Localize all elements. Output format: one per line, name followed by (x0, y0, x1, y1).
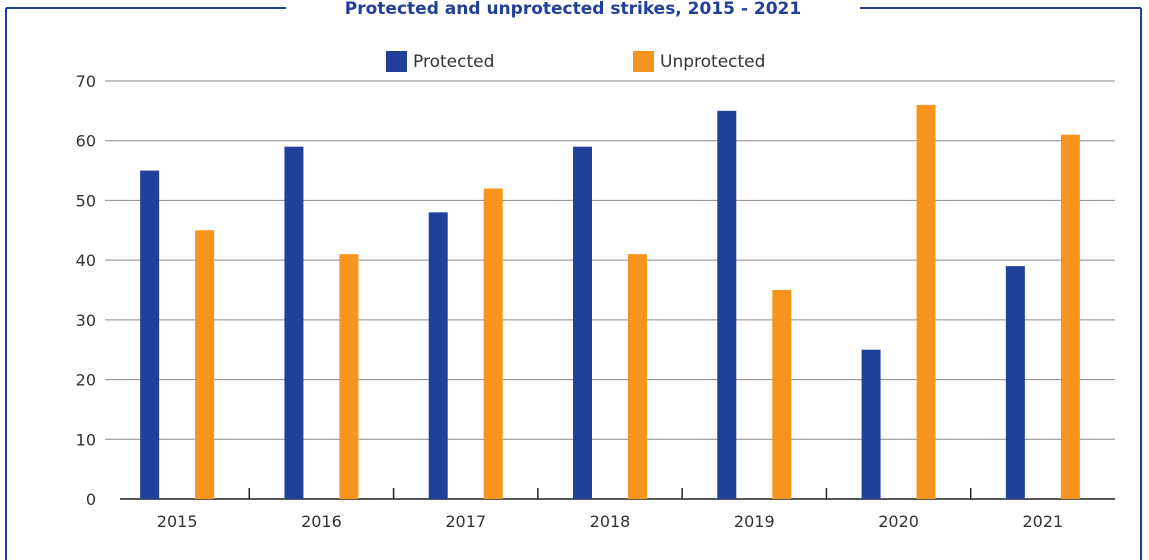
bar-unprotected-2018 (628, 254, 647, 499)
x-tick-label: 2015 (157, 512, 198, 531)
x-tick-label: 2017 (445, 512, 486, 531)
bars (140, 104, 1080, 500)
x-tick-label: 2016 (301, 512, 342, 531)
legend-swatch-protected (386, 51, 407, 72)
y-tick-label: 40 (76, 251, 96, 270)
x-tick-label: 2020 (878, 512, 919, 531)
x-tick-label: 2018 (590, 512, 631, 531)
legend-label-protected: Protected (413, 52, 494, 72)
bar-protected-2016 (284, 146, 304, 499)
y-tick-label: 30 (76, 311, 96, 330)
x-tick-label: 2021 (1022, 512, 1063, 531)
bar-protected-2020 (861, 349, 881, 499)
y-tick-label: 10 (76, 430, 96, 449)
bar-protected-2017 (428, 212, 448, 499)
bar-protected-2019 (717, 110, 737, 499)
bar-protected-2021 (1005, 266, 1025, 499)
chart-title: Protected and unprotected strikes, 2015 … (345, 0, 801, 19)
bar-protected-2015 (140, 170, 160, 500)
bar-unprotected-2016 (339, 254, 359, 499)
bar-protected-2018 (573, 146, 592, 499)
legend: Protected Unprotected (386, 51, 765, 72)
legend-label-unprotected: Unprotected (660, 52, 765, 72)
y-tick-label: 20 (76, 371, 96, 390)
bar-unprotected-2021 (1060, 134, 1080, 499)
y-tick-label: 50 (76, 191, 96, 210)
grid-lines (105, 80, 1115, 440)
legend-swatch-unprotected (633, 51, 654, 72)
y-tick-label: 70 (76, 72, 96, 91)
x-tick-label: 2019 (734, 512, 775, 531)
bar-unprotected-2020 (916, 104, 936, 499)
bar-unprotected-2015 (195, 230, 215, 500)
bar-unprotected-2019 (772, 290, 792, 499)
bar-unprotected-2017 (483, 188, 503, 499)
y-tick-label: 0 (86, 490, 96, 509)
y-tick-label: 60 (76, 132, 96, 151)
frame-layer: Protected and unprotected strikes, 2015 … (5, 0, 1142, 560)
